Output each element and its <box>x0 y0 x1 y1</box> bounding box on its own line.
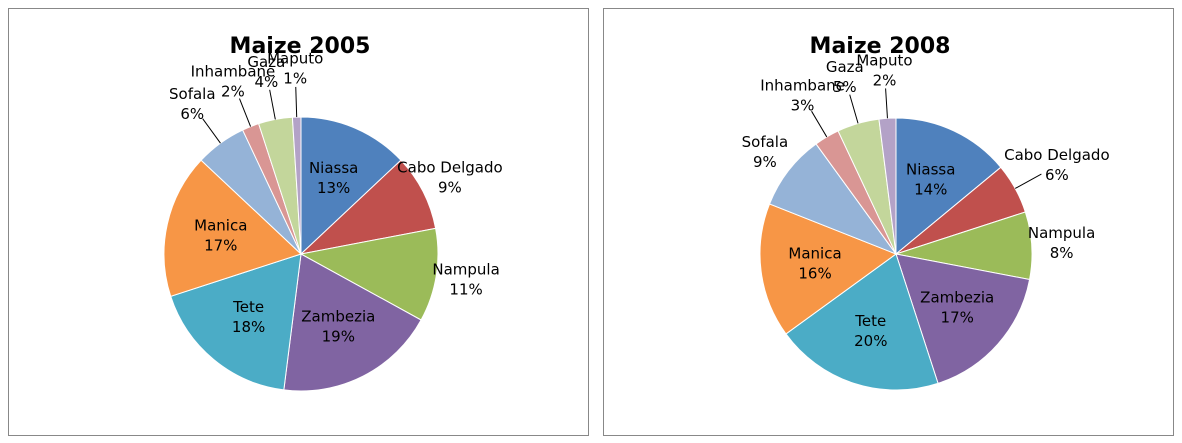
slice-value-label: 11% <box>449 281 482 299</box>
slice-value-label: 6% <box>1045 166 1069 184</box>
slice-label: Nampula <box>432 261 499 279</box>
leader-line <box>239 98 252 127</box>
leader-line <box>295 86 298 118</box>
slice-label: Niassa <box>906 161 955 179</box>
slice-value-label: 2% <box>221 83 245 101</box>
pie-slice <box>299 227 439 321</box>
pie-slice <box>283 253 422 392</box>
slice-label: Tete <box>232 298 264 316</box>
slice-value-label: 17% <box>941 308 974 326</box>
slice-value-label: 16% <box>798 265 831 283</box>
slice-value-label: 20% <box>854 332 887 350</box>
slice-label: Nampula <box>1028 224 1095 242</box>
slice-value-label: 2% <box>873 71 897 89</box>
slice-value-label: 9% <box>438 179 462 197</box>
slice-value-label: 1% <box>283 70 307 88</box>
slice-label: Tete <box>854 312 886 330</box>
pie-slice <box>895 253 1031 384</box>
slice-value-label: 8% <box>1050 244 1074 262</box>
chart-title: Maize 2005 <box>230 34 371 59</box>
chart-title: Maize 2008 <box>810 34 951 59</box>
pie-slice <box>170 253 302 391</box>
slice-label: Sofala <box>169 85 216 103</box>
slice-label: Gaza <box>826 58 864 76</box>
pie-slice <box>300 116 402 256</box>
slice-label: Inhambane <box>760 76 845 94</box>
pie-slice <box>785 253 939 391</box>
slice-label: Zambezia <box>301 308 375 326</box>
slice-label: Gaza <box>247 53 285 71</box>
slice-label: Zambezia <box>920 288 994 306</box>
slice-value-label: 6% <box>180 105 204 123</box>
slice-value-label: 13% <box>317 179 350 197</box>
leader-line <box>849 94 859 124</box>
slice-value-label: 18% <box>232 318 265 336</box>
slice-value-label: 4% <box>254 73 278 91</box>
slice-label: Maputo <box>267 50 323 68</box>
slice-value-label: 14% <box>914 181 947 199</box>
slice-label: Maputo <box>856 51 912 69</box>
slice-label: Inhambane <box>191 63 276 81</box>
leader-line <box>885 88 888 119</box>
leader-line <box>1014 173 1042 189</box>
slice-label: Cabo Delgado <box>1004 146 1110 164</box>
slice-label: Cabo Delgado <box>397 159 503 177</box>
leader-line <box>269 89 276 120</box>
leader-line <box>811 110 828 138</box>
slice-label: Niassa <box>309 159 358 177</box>
slice-value-label: 17% <box>204 237 237 255</box>
pie-slice <box>895 117 1002 256</box>
slice-value-label: 5% <box>833 78 857 96</box>
slice-value-label: 3% <box>791 96 815 114</box>
pie-slice <box>759 203 898 335</box>
slice-label: Manica <box>194 217 247 235</box>
slice-label: Manica <box>788 245 841 263</box>
leader-line <box>202 118 221 144</box>
slice-label: Sofala <box>742 133 789 151</box>
pie-slice <box>163 159 302 297</box>
slice-value-label: 9% <box>753 153 777 171</box>
slice-value-label: 19% <box>322 328 355 346</box>
